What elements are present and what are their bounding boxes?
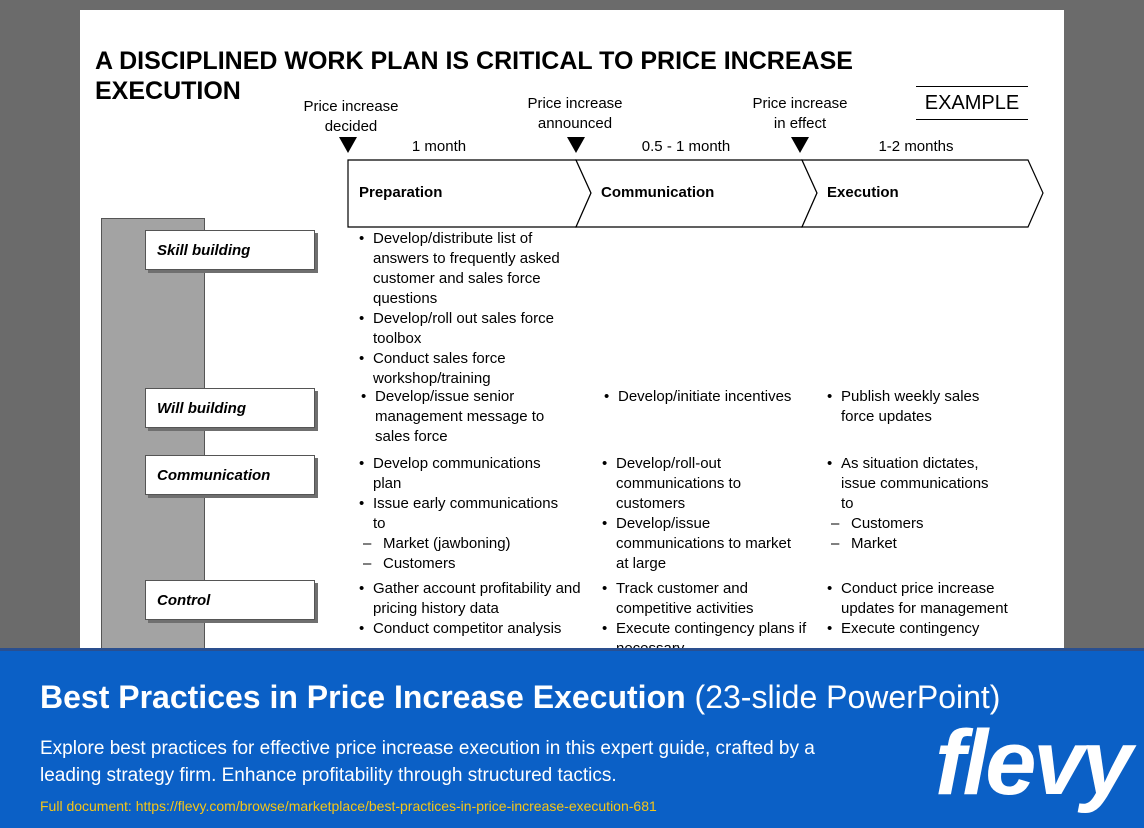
- milestone-line2: announced: [537, 115, 613, 132]
- milestone-line2: decided: [324, 118, 378, 135]
- banner-title-main: Best Practices in Price Increase Executi…: [40, 679, 686, 715]
- bullet-item: Develop/distribute list of answers to fr…: [359, 229, 591, 309]
- cell-comm-execution: As situation dictates, issue communicati…: [827, 454, 992, 554]
- banner-title-suffix: (23-slide PowerPoint): [685, 679, 1001, 715]
- bullet-item: Conduct price increase updates for manag…: [827, 579, 1027, 619]
- banner-title: Best Practices in Price Increase Executi…: [40, 679, 1000, 716]
- cell-control-execution: Conduct price increase updates for manag…: [827, 579, 1027, 639]
- duration-preparation: 1 month: [411, 138, 467, 155]
- phase-label-execution: Execution: [827, 184, 899, 201]
- chevron-execution: [801, 159, 1044, 228]
- row-label-will-building: Will building: [145, 388, 315, 428]
- row-label-skill-building: Skill building: [145, 230, 315, 270]
- cell-will-execution: Publish weekly sales force updates: [827, 387, 1012, 427]
- milestone-marker-icon: [339, 137, 357, 153]
- duration-communication: 0.5 - 1 month: [641, 138, 731, 155]
- milestone-in-effect: Price increase in effect: [725, 94, 875, 134]
- sub-bullet-item: Customers: [359, 554, 569, 574]
- slide: A DISCIPLINED WORK PLAN IS CRITICAL TO P…: [80, 10, 1064, 670]
- document-link[interactable]: Full document: https://flevy.com/browse/…: [40, 798, 657, 814]
- bullet-item: Gather account profitability and pricing…: [359, 579, 589, 619]
- cell-control-communication: Track customer and competitive activitie…: [602, 579, 827, 659]
- cell-will-preparation: Develop/issue senior management message …: [361, 387, 581, 447]
- bullet-item: Issue early communications to: [359, 494, 569, 534]
- milestone-line1: Price increase: [752, 95, 848, 112]
- bullet-item: Track customer and competitive activitie…: [602, 579, 827, 619]
- bullet-item: Develop/issue senior management message …: [361, 387, 581, 447]
- cell-comm-communication: Develop/roll-out communications to custo…: [602, 454, 792, 574]
- sub-bullet-item: Market: [827, 534, 992, 554]
- milestone-marker-icon: [791, 137, 809, 153]
- bullet-item: Develop communications plan: [359, 454, 569, 494]
- cell-control-preparation: Gather account profitability and pricing…: [359, 579, 589, 639]
- sub-bullet-item: Customers: [827, 514, 992, 534]
- milestone-decided: Price increase decided: [276, 97, 426, 137]
- bullet-item: Develop/roll out sales force toolbox: [359, 309, 591, 349]
- cell-will-communication: Develop/initiate incentives: [604, 387, 824, 407]
- bullet-item: Conduct competitor analysis: [359, 619, 589, 639]
- slide-title: A DISCIPLINED WORK PLAN IS CRITICAL TO P…: [95, 47, 853, 105]
- milestone-line1: Price increase: [527, 95, 623, 112]
- bullet-item: Develop/roll-out communications to custo…: [602, 454, 792, 514]
- example-tag: EXAMPLE: [916, 86, 1028, 120]
- bullet-item: As situation dictates, issue communicati…: [827, 454, 992, 514]
- bullet-item: Develop/issue communications to market a…: [602, 514, 792, 574]
- flevy-logo: flevy: [935, 712, 1133, 814]
- sub-bullet-item: Market (jawboning): [359, 534, 569, 554]
- bullet-item: Develop/initiate incentives: [604, 387, 824, 407]
- promo-banner: Best Practices in Price Increase Executi…: [0, 648, 1144, 828]
- cell-comm-preparation: Develop communications plan Issue early …: [359, 454, 569, 574]
- milestone-announced: Price increase announced: [500, 94, 650, 134]
- duration-execution: 1-2 months: [878, 138, 954, 155]
- phase-chevrons: [347, 159, 1044, 228]
- row-label-communication: Communication: [145, 455, 315, 495]
- bullet-item: Execute contingency: [827, 619, 1027, 639]
- milestone-line2: in effect: [773, 115, 827, 132]
- banner-description: Explore best practices for effective pri…: [40, 738, 815, 786]
- cell-skill-preparation: Develop/distribute list of answers to fr…: [359, 229, 591, 389]
- row-label-control: Control: [145, 580, 315, 620]
- phase-label-preparation: Preparation: [359, 184, 443, 201]
- milestone-line1: Price increase: [303, 98, 399, 115]
- bullet-item: Publish weekly sales force updates: [827, 387, 1012, 427]
- milestone-marker-icon: [567, 137, 585, 153]
- phase-label-communication: Communication: [601, 184, 715, 201]
- bullet-item: Conduct sales force workshop/training: [359, 349, 591, 389]
